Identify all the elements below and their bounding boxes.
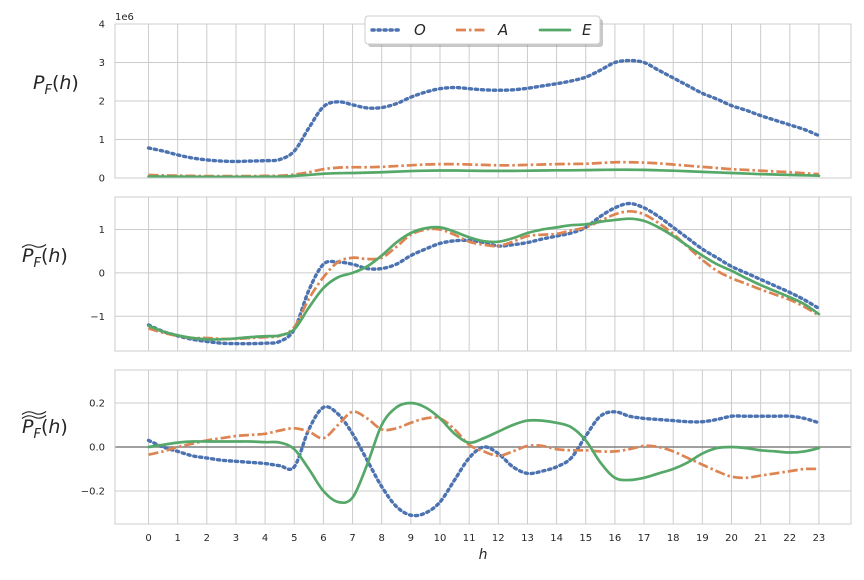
- y-tick-label: 0.0: [89, 443, 105, 454]
- x-tick-label: 21: [754, 533, 767, 544]
- x-tick-label: 20: [725, 533, 738, 544]
- legend-label-e: E: [582, 21, 592, 39]
- y-tick-label: −1: [90, 312, 105, 323]
- tilde-accent: [21, 244, 47, 248]
- legend-label-o: O: [414, 21, 426, 39]
- x-tick-label: 0: [145, 533, 151, 544]
- x-tick-label: 22: [783, 533, 796, 544]
- y-axis-label: PF(h): [22, 245, 68, 271]
- y-tick-label: 0: [99, 268, 105, 279]
- series-line-a: [148, 410, 819, 480]
- panel-3: −0.20.00.2PF(h)0 1 2 3 4 5 6 7 8 9 10 11 12 13 14 15 16 1…: [21, 369, 852, 563]
- tilde-accent: [21, 411, 47, 415]
- x-tick-label: 5: [291, 533, 297, 544]
- y-axis-label: PF(h): [33, 72, 79, 98]
- series-line-o: [146, 58, 821, 164]
- series-line-o: [146, 201, 821, 346]
- tilde-accent: [21, 415, 47, 419]
- series-line-a: [148, 209, 820, 341]
- y-tick-label: 2: [99, 97, 105, 108]
- series-line-e: [147, 401, 821, 505]
- x-tick-label: 9: [408, 533, 414, 544]
- y-axis-label: PF(h): [22, 416, 68, 442]
- y-tick-label: 0.2: [89, 399, 105, 410]
- x-tick-label: 18: [667, 533, 680, 544]
- series-line-o: [146, 405, 821, 518]
- panel-2: −1 0 1 PF(h): [21, 196, 852, 352]
- x-tick-label: 13: [521, 533, 534, 544]
- x-tick-label: 2: [204, 533, 210, 544]
- x-tick-label: 14: [550, 533, 563, 544]
- x-tick-label: 10: [434, 533, 447, 544]
- x-tick-label: 12: [492, 533, 505, 544]
- y-offset-text: 1e6: [115, 12, 134, 23]
- y-tick-label: −0.2: [81, 487, 105, 498]
- series-line-e: [147, 217, 821, 341]
- y-tick-label: 0: [99, 174, 105, 185]
- x-tick-label: 3: [233, 533, 239, 544]
- series-line-e: [147, 168, 821, 178]
- y-tick-label: 4: [99, 20, 105, 31]
- axes-frame: [114, 196, 852, 352]
- y-tick-label: 1: [99, 225, 105, 236]
- x-tick-label: 1: [174, 533, 180, 544]
- x-tick-label: 6: [320, 533, 326, 544]
- x-tick-label: 7: [349, 533, 355, 544]
- x-tick-label: 11: [463, 533, 476, 544]
- x-tick-label: 16: [609, 533, 622, 544]
- x-tick-label: 17: [638, 533, 651, 544]
- y-tick-label: 3: [99, 58, 105, 69]
- x-axis-label: h: [479, 547, 488, 563]
- x-tick-label: 15: [579, 533, 592, 544]
- x-tick-label: 19: [696, 533, 709, 544]
- y-tick-label: 1: [99, 135, 105, 146]
- series-line-a: [148, 160, 820, 178]
- panel-1: 0 1 2 3 4 PF(h) 1e6: [33, 12, 852, 185]
- x-tick-label: 4: [262, 533, 268, 544]
- x-tick-label: 23: [813, 533, 826, 544]
- legend-label-a: A: [497, 21, 508, 39]
- axes-frame: [114, 369, 852, 525]
- x-tick-label: 8: [379, 533, 385, 544]
